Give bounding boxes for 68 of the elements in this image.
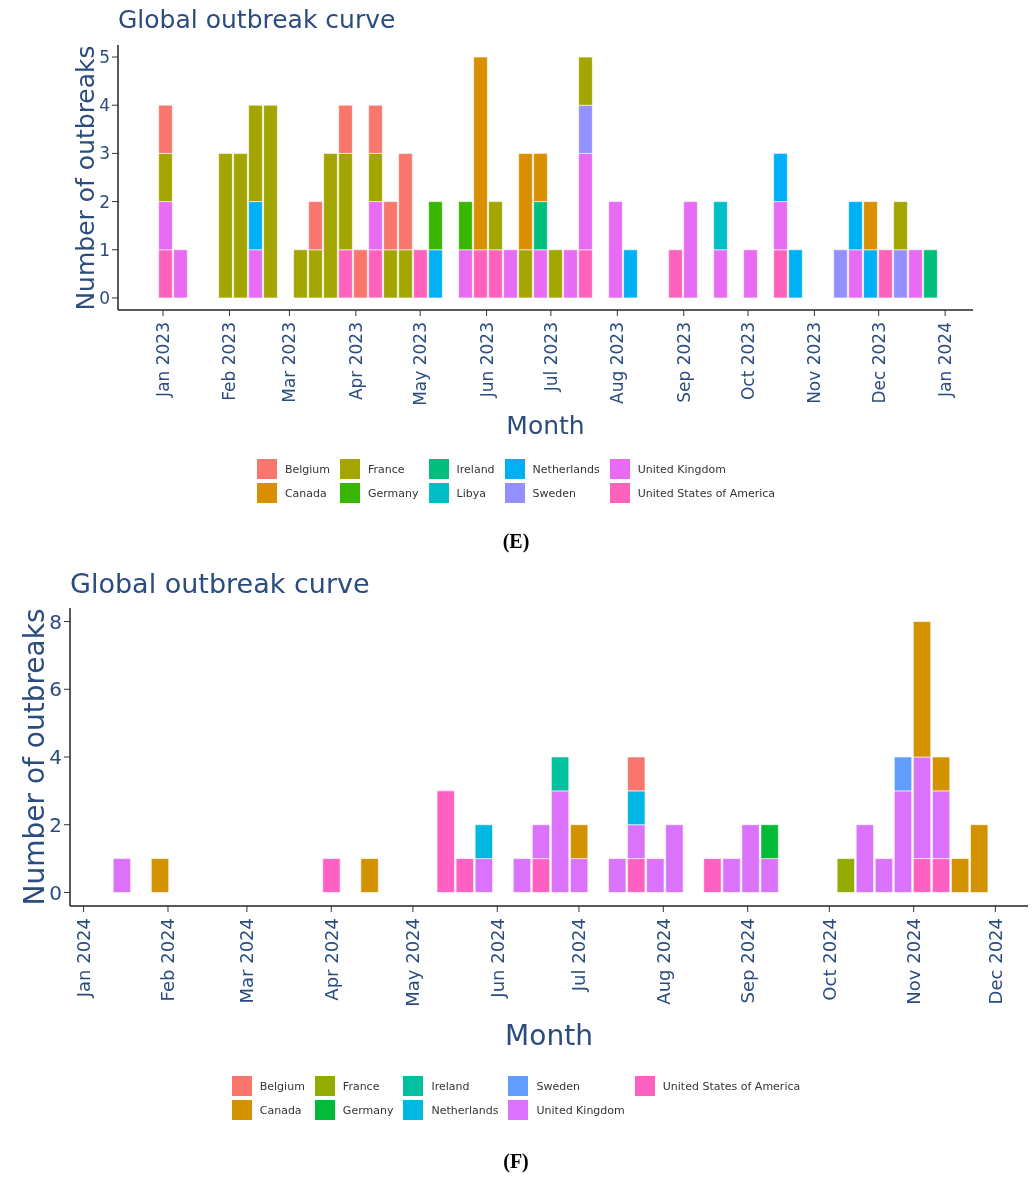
bar <box>322 858 341 893</box>
legend-label: United Kingdom <box>536 1103 625 1117</box>
legend-label: Libya <box>456 486 486 500</box>
y-axis-title: Number of outbreaks <box>70 44 100 311</box>
y-tick-label: 3 <box>99 143 110 164</box>
y-tick-label: 0 <box>49 880 62 905</box>
y-tick-label: 5 <box>99 47 110 68</box>
x-tick-label: Aug 2024 <box>652 918 674 1005</box>
legend-label: France <box>342 1079 380 1093</box>
x-tick-label: Aug 2023 <box>607 322 628 404</box>
bar <box>743 249 758 299</box>
x-tick-label: Jul 2024 <box>568 918 590 993</box>
text: (F) <box>502 1150 530 1173</box>
legend-label: Netherlands <box>532 462 600 476</box>
x-tick-label: Dec 2024 <box>984 918 1006 1005</box>
legend-label: Canada <box>259 1103 302 1117</box>
legend-label: Sweden <box>536 1079 580 1093</box>
x-tick-label: May 2024 <box>402 918 424 1007</box>
legend-label: United States of America <box>662 1079 801 1093</box>
bar <box>360 858 379 893</box>
x-tick-label: Oct 2024 <box>818 918 840 1001</box>
x-axis-title: Month <box>506 410 585 440</box>
legend-label: Ireland <box>456 462 495 476</box>
x-tick-label: Apr 2023 <box>345 322 366 401</box>
x-tick-label: Mar 2023 <box>279 322 300 403</box>
legend-label: United States of America <box>637 486 776 500</box>
legend-label: France <box>367 462 405 476</box>
legend-label: United Kingdom <box>637 462 726 476</box>
chart-title: Global outbreak curve <box>118 5 396 34</box>
legend-label: Sweden <box>532 486 577 500</box>
x-tick-label: Jun 2024 <box>486 918 508 999</box>
y-tick-label: 2 <box>99 191 110 212</box>
x-tick-label: Jun 2023 <box>476 322 497 399</box>
bar <box>112 858 131 893</box>
x-tick-label: Jan 2023 <box>152 322 173 398</box>
x-tick-label: Dec 2023 <box>868 322 889 404</box>
x-tick-label: May 2023 <box>410 322 431 406</box>
legend-label: Netherlands <box>431 1103 499 1117</box>
bar <box>150 858 170 893</box>
x-tick-label: Mar 2024 <box>236 918 258 1004</box>
legend-label: Canada <box>284 486 327 500</box>
legend-label: Germany <box>367 486 419 500</box>
x-tick-label: Sep 2024 <box>736 918 758 1004</box>
x-tick-label: Apr 2024 <box>320 918 342 1001</box>
x-tick-label: Nov 2024 <box>902 918 924 1005</box>
x-tick-label: Jan 2024 <box>935 322 956 398</box>
x-tick-label: Jul 2023 <box>540 322 561 393</box>
y-tick-label: 2 <box>49 812 62 837</box>
x-tick-label: Feb 2023 <box>219 322 240 401</box>
x-tick-label: Feb 2024 <box>157 918 179 1002</box>
y-tick-label: 6 <box>49 677 62 702</box>
legend-label: Belgium <box>259 1079 305 1093</box>
x-axis-title: Month <box>505 1018 593 1052</box>
legend-label: Ireland <box>431 1079 470 1093</box>
y-tick-label: 0 <box>99 287 110 308</box>
x-tick-label: Oct 2023 <box>737 322 758 401</box>
y-tick-label: 1 <box>99 239 110 260</box>
text: (E) <box>501 530 531 553</box>
y-tick-label: 8 <box>49 609 62 634</box>
x-tick-label: Nov 2023 <box>804 322 825 404</box>
legend-label: Belgium <box>284 462 330 476</box>
x-tick-label: Sep 2023 <box>673 322 694 403</box>
chart-title: Global outbreak curve <box>70 568 370 599</box>
x-tick-label: Jan 2024 <box>72 918 94 999</box>
y-tick-label: 4 <box>49 745 62 770</box>
y-tick-label: 4 <box>99 95 110 116</box>
y-axis-title: Number of outbreaks <box>17 608 51 906</box>
legend-label: Germany <box>342 1103 394 1117</box>
